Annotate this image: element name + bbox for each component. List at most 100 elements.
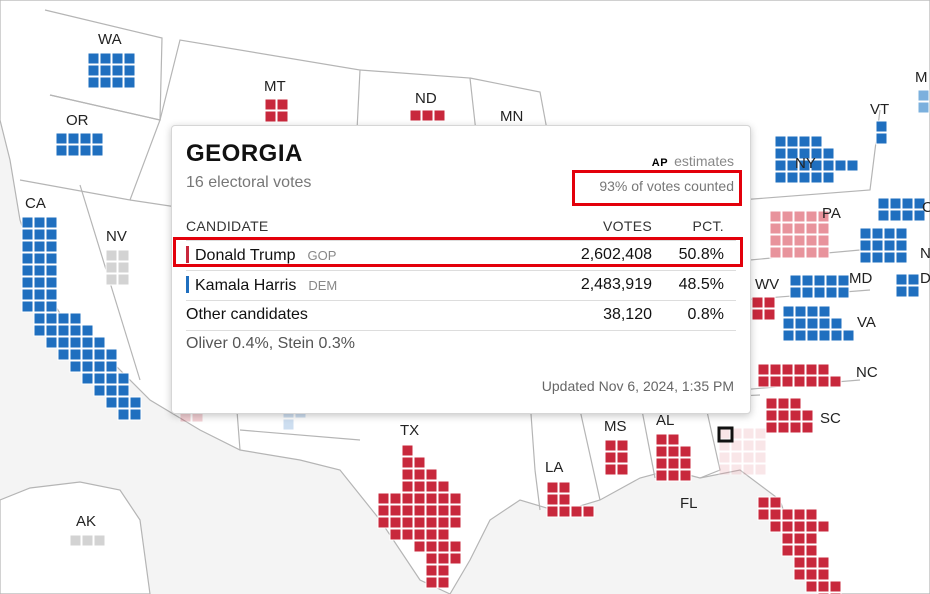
electoral-tile-c[interactable] bbox=[877, 209, 890, 222]
electoral-tile-fl[interactable] bbox=[829, 580, 842, 593]
electoral-tile-pa[interactable] bbox=[805, 210, 818, 223]
electoral-tile-nc[interactable] bbox=[757, 363, 770, 376]
electoral-tile-tx[interactable] bbox=[449, 540, 462, 553]
electoral-tile-tx[interactable] bbox=[401, 480, 414, 493]
electoral-tile-ny[interactable] bbox=[810, 171, 823, 184]
electoral-tile-al[interactable] bbox=[679, 457, 692, 470]
electoral-tile-ca[interactable] bbox=[105, 372, 118, 385]
electoral-tile-md[interactable] bbox=[813, 286, 826, 299]
electoral-tile-pa[interactable] bbox=[781, 222, 794, 235]
electoral-tile-la[interactable] bbox=[546, 505, 559, 518]
electoral-tile-ca[interactable] bbox=[21, 228, 34, 241]
electoral-tile-ca[interactable] bbox=[33, 216, 46, 229]
electoral-tile-pa[interactable] bbox=[805, 234, 818, 247]
electoral-tile-al[interactable] bbox=[667, 433, 680, 446]
electoral-tile-al[interactable] bbox=[667, 457, 680, 470]
electoral-tile-ca[interactable] bbox=[117, 408, 130, 421]
electoral-tile-ga[interactable] bbox=[730, 463, 743, 476]
electoral-tile-tx[interactable] bbox=[401, 468, 414, 481]
electoral-tile-sc[interactable] bbox=[789, 421, 802, 434]
electoral-tile-ga[interactable] bbox=[742, 451, 755, 464]
electoral-tile-ga[interactable] bbox=[718, 463, 731, 476]
electoral-tile-va[interactable] bbox=[806, 305, 819, 318]
electoral-tile-tx[interactable] bbox=[437, 516, 450, 529]
electoral-tile-ca[interactable] bbox=[69, 336, 82, 349]
electoral-tile-wa[interactable] bbox=[99, 64, 112, 77]
electoral-tile-tx[interactable] bbox=[413, 504, 426, 517]
electoral-tile-la[interactable] bbox=[558, 481, 571, 494]
electoral-tile-ny[interactable] bbox=[774, 171, 787, 184]
electoral-tile-fl[interactable] bbox=[805, 508, 818, 521]
electoral-tile-tx[interactable] bbox=[389, 516, 402, 529]
electoral-tile-pa[interactable] bbox=[817, 210, 830, 223]
electoral-tile-sc[interactable] bbox=[789, 397, 802, 410]
electoral-tile-fl[interactable] bbox=[793, 520, 806, 533]
electoral-tile-md[interactable] bbox=[813, 274, 826, 287]
electoral-tile-ny[interactable] bbox=[774, 147, 787, 160]
electoral-tile-nd[interactable] bbox=[433, 109, 446, 122]
electoral-tile-ca[interactable] bbox=[45, 216, 58, 229]
electoral-tile-sc[interactable] bbox=[801, 409, 814, 422]
electoral-tile-ca[interactable] bbox=[45, 300, 58, 313]
electoral-tile-va[interactable] bbox=[842, 329, 855, 342]
electoral-tile-fl[interactable] bbox=[817, 556, 830, 569]
electoral-tile-va[interactable] bbox=[794, 329, 807, 342]
electoral-tile-ca[interactable] bbox=[69, 324, 82, 337]
electoral-tile-la[interactable] bbox=[582, 505, 595, 518]
electoral-tile-fl[interactable] bbox=[805, 580, 818, 593]
electoral-tile-wa[interactable] bbox=[111, 52, 124, 65]
electoral-tile-fl[interactable] bbox=[793, 568, 806, 581]
electoral-tile-n[interactable] bbox=[883, 239, 896, 252]
electoral-tile-tx[interactable] bbox=[425, 540, 438, 553]
electoral-tile-tx[interactable] bbox=[413, 528, 426, 541]
electoral-tile-c[interactable] bbox=[877, 197, 890, 210]
electoral-tile-va[interactable] bbox=[818, 329, 831, 342]
electoral-tile-al[interactable] bbox=[655, 433, 668, 446]
electoral-tile-ca[interactable] bbox=[117, 372, 130, 385]
electoral-tile-wa[interactable] bbox=[99, 52, 112, 65]
electoral-tile-ca[interactable] bbox=[93, 348, 106, 361]
electoral-tile-fl[interactable] bbox=[781, 544, 794, 557]
electoral-tile-nc[interactable] bbox=[793, 363, 806, 376]
electoral-tile-ca[interactable] bbox=[57, 312, 70, 325]
electoral-tile-tx[interactable] bbox=[377, 516, 390, 529]
electoral-tile-m[interactable] bbox=[917, 101, 930, 114]
electoral-tile-c[interactable] bbox=[913, 209, 926, 222]
electoral-tile-tx[interactable] bbox=[449, 504, 462, 517]
electoral-tile-ga[interactable] bbox=[730, 439, 743, 452]
electoral-tile-n[interactable] bbox=[883, 227, 896, 240]
electoral-tile-ny[interactable] bbox=[810, 159, 823, 172]
electoral-tile-mt[interactable] bbox=[276, 98, 289, 111]
electoral-tile-nc[interactable] bbox=[817, 375, 830, 388]
electoral-tile-tx[interactable] bbox=[437, 552, 450, 565]
electoral-tile-ca[interactable] bbox=[21, 300, 34, 313]
electoral-tile-ca[interactable] bbox=[45, 252, 58, 265]
electoral-tile-fl[interactable] bbox=[757, 508, 770, 521]
electoral-tile-ga[interactable] bbox=[718, 427, 731, 440]
electoral-tile-va[interactable] bbox=[794, 317, 807, 330]
electoral-tile-fl[interactable] bbox=[781, 520, 794, 533]
electoral-tile-ca[interactable] bbox=[81, 324, 94, 337]
electoral-tile-ny[interactable] bbox=[810, 147, 823, 160]
electoral-tile-tx[interactable] bbox=[437, 564, 450, 577]
electoral-tile-ca[interactable] bbox=[21, 288, 34, 301]
electoral-tile-ca[interactable] bbox=[45, 312, 58, 325]
electoral-tile-ca[interactable] bbox=[69, 312, 82, 325]
electoral-tile-ca[interactable] bbox=[129, 408, 142, 421]
electoral-tile-nc[interactable] bbox=[793, 375, 806, 388]
electoral-tile-ny[interactable] bbox=[810, 135, 823, 148]
electoral-tile-fl[interactable] bbox=[769, 508, 782, 521]
electoral-tile-ny[interactable] bbox=[786, 171, 799, 184]
electoral-tile-ca[interactable] bbox=[21, 252, 34, 265]
electoral-tile-ca[interactable] bbox=[117, 396, 130, 409]
electoral-tile-pa[interactable] bbox=[769, 210, 782, 223]
electoral-tile-m[interactable] bbox=[917, 89, 930, 102]
electoral-tile-wa[interactable] bbox=[87, 52, 100, 65]
electoral-tile-md[interactable] bbox=[801, 286, 814, 299]
electoral-tile-fl[interactable] bbox=[817, 568, 830, 581]
electoral-tile-ca[interactable] bbox=[81, 360, 94, 373]
electoral-tile-ga[interactable] bbox=[742, 427, 755, 440]
electoral-tile-fl[interactable] bbox=[805, 568, 818, 581]
electoral-tile-or[interactable] bbox=[67, 132, 80, 145]
electoral-tile-fl[interactable] bbox=[805, 556, 818, 569]
